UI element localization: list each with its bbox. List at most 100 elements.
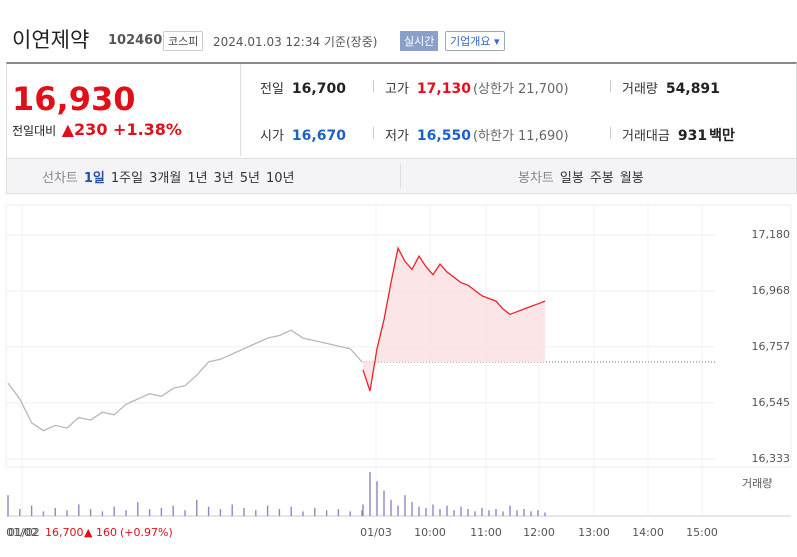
period-tab[interactable]: 3년 <box>213 171 234 186</box>
volume-bar <box>349 511 351 516</box>
period-tab[interactable]: 5년 <box>239 171 261 186</box>
volume-bar <box>474 511 476 516</box>
volume-bar <box>137 502 139 516</box>
volume-bar <box>495 509 497 516</box>
volume-bar <box>439 509 441 516</box>
period-tab[interactable]: 3개월 <box>149 171 182 186</box>
line <box>362 246 546 392</box>
y-tick-label: 16,333 <box>752 452 791 465</box>
x-tick-label: 14:00 <box>632 526 664 539</box>
stat-label: 고가 <box>385 82 409 97</box>
candle-tab[interactable]: 일봉 <box>559 171 584 186</box>
volume-bar <box>243 507 245 516</box>
stat-label: 거래량 <box>622 82 658 97</box>
volume-bar <box>196 499 198 516</box>
volume-bar <box>113 506 115 516</box>
volume-bar <box>266 505 269 516</box>
volume-bar <box>255 510 257 516</box>
candle-chart-label: 봉차트 <box>518 171 554 186</box>
stat-value: 16,700 <box>291 81 346 97</box>
volume-bar <box>411 502 413 516</box>
volume-bar <box>278 509 281 516</box>
period-tab[interactable]: 1주일 <box>110 171 144 186</box>
stat-label: 전일 <box>260 82 284 97</box>
volume-bar <box>30 505 33 516</box>
change-row: 전일대비 ▲230 +1.38% <box>12 120 182 139</box>
volume-bar <box>418 506 420 516</box>
volume-bar <box>460 506 462 516</box>
footer-change: 160 <box>96 526 117 539</box>
realtime-button[interactable]: 실시간 <box>400 31 439 51</box>
stat-value: 931 <box>677 128 708 144</box>
stat-unit: 백만 <box>709 128 735 144</box>
volume-label: 거래량 <box>742 477 772 490</box>
footer-change-pct: (+0.97%) <box>120 526 173 539</box>
stat: 거래대금 931 백만 <box>610 125 735 145</box>
volume-bar <box>432 504 434 516</box>
volume-bar <box>446 505 448 516</box>
period-tabs: 선차트 1일 1주일 3개월 1년 3년 5년 10년 <box>42 167 301 186</box>
stat-label: 시가 <box>260 129 284 144</box>
y-tick-label: 17,180 <box>752 228 791 241</box>
area <box>363 248 545 391</box>
candle-tab[interactable]: 주봉 <box>589 171 614 186</box>
volume-bar <box>207 506 210 516</box>
volume-bar <box>488 510 490 516</box>
candle-tab[interactable]: 월봉 <box>619 171 644 186</box>
timestamp: 2024.01.03 12:34 기준(장중) <box>213 35 378 49</box>
plot-frame <box>5 204 792 468</box>
stat-label: 저가 <box>385 129 409 144</box>
volume-bar <box>425 507 427 516</box>
volume-bar <box>369 472 371 516</box>
stat-extra: (상한가 21,700) <box>472 82 569 97</box>
market-badge: 코스피 <box>163 31 204 51</box>
volume-bar <box>337 509 340 516</box>
volume-bar <box>544 512 546 516</box>
divider <box>400 164 401 188</box>
overview-button[interactable]: 기업개요 ▾ <box>445 31 505 51</box>
volume-bar <box>219 509 222 516</box>
volume-bar <box>481 507 483 516</box>
volume-bar <box>397 505 399 516</box>
x-tick-label: 10:00 <box>414 526 446 539</box>
x-tick-label: 11:00 <box>470 526 502 539</box>
volume-bar <box>509 505 511 516</box>
line <box>7 329 363 432</box>
footer-arrow: ▲ <box>84 526 93 539</box>
volume-bar <box>184 510 186 516</box>
volume-bar <box>453 510 455 516</box>
volume-bar <box>383 490 385 516</box>
stat: 저가 16,550 (하한가 11,690) <box>373 125 569 144</box>
volume-bar <box>361 510 363 516</box>
candle-tabs: 봉차트 일봉 주봉 월봉 <box>518 167 650 186</box>
volume-bar <box>362 504 364 516</box>
volume-bar <box>54 507 56 516</box>
volume-bar <box>160 507 163 516</box>
volume-bar <box>302 511 304 516</box>
x-tick-label: 15:00 <box>686 526 718 539</box>
period-tab[interactable]: 1년 <box>187 171 208 186</box>
x-tick-label: 12:00 <box>523 526 555 539</box>
y-tick-label: 16,757 <box>752 340 791 353</box>
volume-bar <box>125 510 127 516</box>
volume-bar <box>19 509 21 516</box>
volume-bar <box>523 509 525 516</box>
stat-sep <box>373 80 374 92</box>
footer-date: 01/02 <box>8 526 40 539</box>
stock-code: 102460 <box>108 33 163 48</box>
tab-bar <box>6 158 797 194</box>
volume-bar <box>502 511 504 516</box>
volume-bar <box>530 511 532 516</box>
y-tick-label: 16,968 <box>752 284 791 297</box>
volume-bar <box>537 510 539 516</box>
period-tab[interactable]: 1일 <box>83 171 105 186</box>
volume-bar <box>231 504 233 516</box>
stat-label: 거래대금 <box>622 129 670 144</box>
stat-sep <box>610 80 611 92</box>
period-tab[interactable]: 10년 <box>266 171 295 186</box>
x-tick-label: 01/02 <box>6 526 38 539</box>
volume-bar <box>66 510 68 516</box>
volume-bar <box>376 481 378 516</box>
